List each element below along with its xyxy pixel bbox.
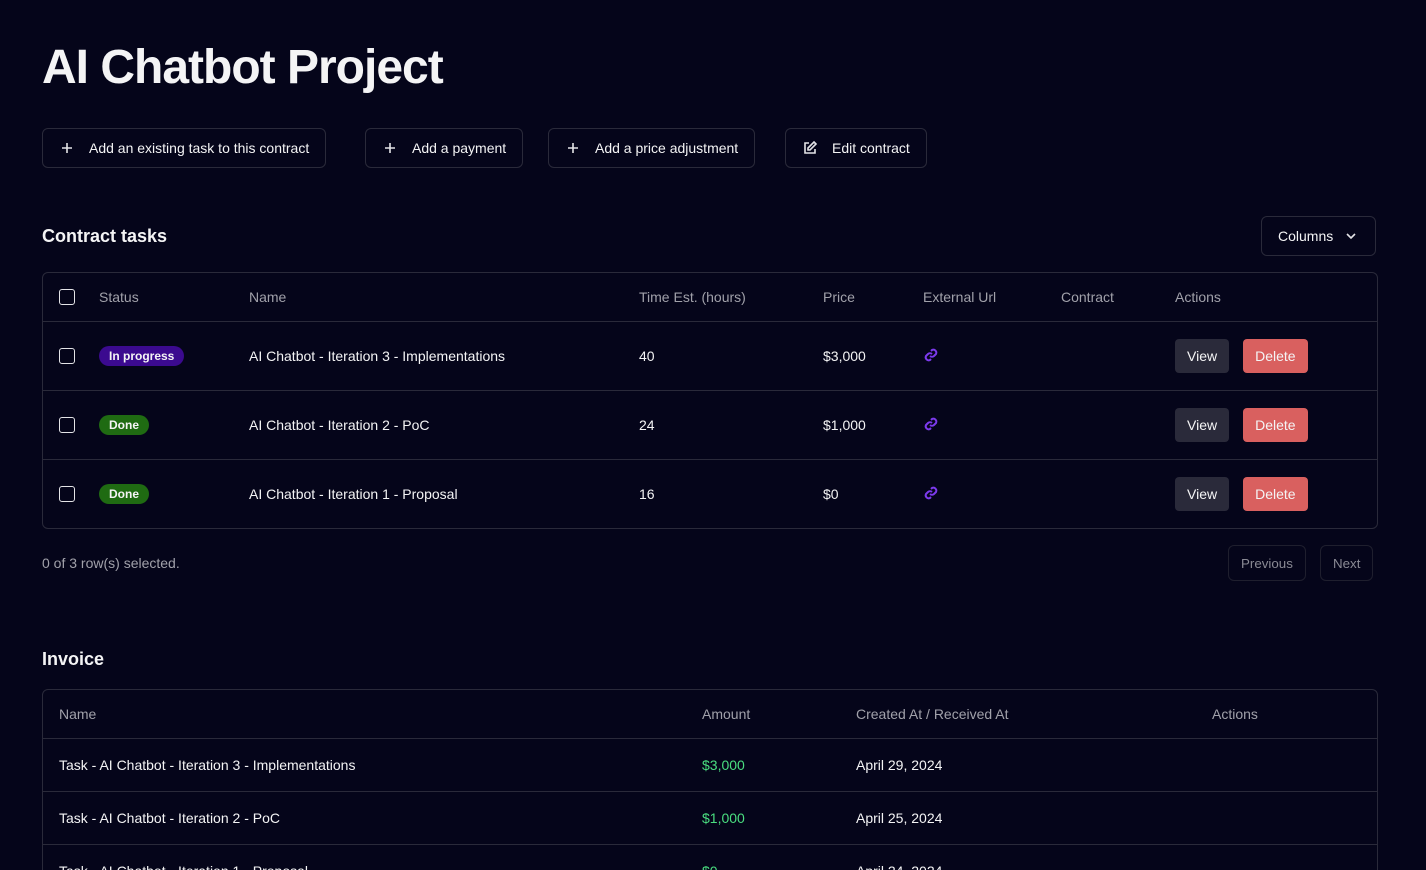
column-header: Created At / Received At (856, 706, 1009, 722)
column-header: Status (99, 289, 139, 305)
add-task-button[interactable]: Add an existing task to this contract (42, 128, 327, 168)
external-link[interactable] (923, 347, 939, 363)
invoice-row: Task - AI Chatbot - Iteration 3 - Implem… (43, 738, 1377, 792)
invoice-actions (1196, 738, 1377, 792)
cell (43, 321, 99, 391)
cell: Done (99, 390, 249, 460)
time-estimate: 24 (639, 390, 823, 460)
row-checkbox[interactable] (59, 417, 75, 433)
status-badge: Done (99, 484, 149, 504)
invoice-date: April 25, 2024 (840, 791, 1196, 845)
invoice-row: Task - AI Chatbot - Iteration 2 - PoC $1,… (43, 791, 1377, 845)
invoice-amount: $3,000 (686, 738, 840, 792)
column-header: Contract (1061, 289, 1114, 305)
invoice-table: Name Amount Created At / Received At Act… (42, 689, 1378, 870)
column-header: External Url (923, 289, 997, 305)
external-link[interactable] (923, 485, 939, 501)
button-label: Columns (1278, 228, 1334, 244)
status-badge: In progress (99, 346, 185, 366)
external-link[interactable] (923, 416, 939, 432)
button-label: Previous (1241, 555, 1293, 571)
cell: In progress (99, 321, 249, 391)
add-adjustment-button[interactable]: Add a price adjustment (548, 128, 756, 168)
delete-button[interactable]: Delete (1243, 408, 1308, 442)
cell (43, 390, 99, 460)
column-header: Time Est. (hours) (639, 289, 746, 305)
invoice-actions (1196, 791, 1377, 845)
contract (1061, 390, 1175, 460)
column-header: Amount (702, 706, 751, 722)
column-header: Name (249, 289, 287, 305)
tasks-table: Status Name Time Est. (hours) Price Exte… (42, 272, 1378, 529)
price: $0 (823, 459, 923, 528)
button-label: Add a payment (412, 140, 507, 156)
task-row: Done AI Chatbot - Iteration 1 - Proposal 1… (43, 459, 1377, 528)
invoice-name: Task - AI Chatbot - Iteration 3 - Implem… (43, 738, 686, 792)
status-badge: Done (99, 415, 149, 435)
task-row: In progress AI Chatbot - Iteration 3 - Im… (43, 321, 1377, 391)
row-checkbox[interactable] (59, 486, 75, 502)
column-header: Name (59, 706, 97, 722)
view-button[interactable]: View (1175, 477, 1230, 511)
invoice-actions (1196, 844, 1377, 870)
invoice-row: Task - AI Chatbot - Iteration 1 - Propos… (43, 844, 1377, 870)
button-label: Add a price adjustment (595, 140, 739, 156)
add-payment-button[interactable]: Add a payment (365, 128, 524, 168)
delete-button[interactable]: Delete (1243, 339, 1308, 373)
price: $3,000 (823, 321, 923, 391)
view-button[interactable]: View (1175, 339, 1230, 373)
cell: View Delete (1175, 459, 1377, 528)
task-name: AI Chatbot - Iteration 3 - Implementatio… (249, 321, 639, 391)
cell (923, 459, 1061, 528)
column-header: Actions (1175, 289, 1221, 305)
cell (923, 390, 1061, 460)
selection-count: 0 of 3 row(s) selected. (42, 555, 180, 571)
button-label: Edit contract (832, 140, 910, 156)
invoice-name: Task - AI Chatbot - Iteration 1 - Propos… (43, 844, 686, 870)
select-all-checkbox[interactable] (59, 289, 75, 305)
price: $1,000 (823, 390, 923, 460)
invoice-name: Task - AI Chatbot - Iteration 2 - PoC (43, 791, 686, 845)
column-header: Actions (1212, 706, 1258, 722)
row-checkbox[interactable] (59, 348, 75, 364)
view-button[interactable]: View (1175, 408, 1230, 442)
section-title: Invoice (42, 649, 105, 669)
task-name: AI Chatbot - Iteration 1 - Proposal (249, 459, 639, 528)
columns-button[interactable]: Columns (1261, 216, 1377, 256)
cell: View Delete (1175, 390, 1377, 460)
invoice-date: April 29, 2024 (840, 738, 1196, 792)
time-estimate: 40 (639, 321, 823, 391)
cell: Done (99, 459, 249, 528)
previous-button[interactable]: Previous (1228, 545, 1306, 581)
edit-contract-button[interactable]: Edit contract (785, 128, 927, 168)
cell: View Delete (1175, 321, 1377, 391)
invoice-amount: $1,000 (686, 791, 840, 845)
contract (1061, 459, 1175, 528)
cell (43, 459, 99, 528)
delete-button[interactable]: Delete (1243, 477, 1308, 511)
button-label: Add an existing task to this contract (89, 140, 310, 156)
column-header: Price (823, 289, 855, 305)
task-name: AI Chatbot - Iteration 2 - PoC (249, 390, 639, 460)
next-button[interactable]: Next (1320, 545, 1374, 581)
invoice-amount: $0 (686, 844, 840, 870)
task-row: Done AI Chatbot - Iteration 2 - PoC 24 $1,0… (43, 390, 1377, 460)
page-title: AI Chatbot Project (42, 41, 444, 94)
time-estimate: 16 (639, 459, 823, 528)
invoice-date: April 24, 2024 (840, 844, 1196, 870)
contract (1061, 321, 1175, 391)
button-label: Next (1333, 555, 1361, 571)
section-title: Contract tasks (42, 226, 168, 246)
cell (923, 321, 1061, 391)
